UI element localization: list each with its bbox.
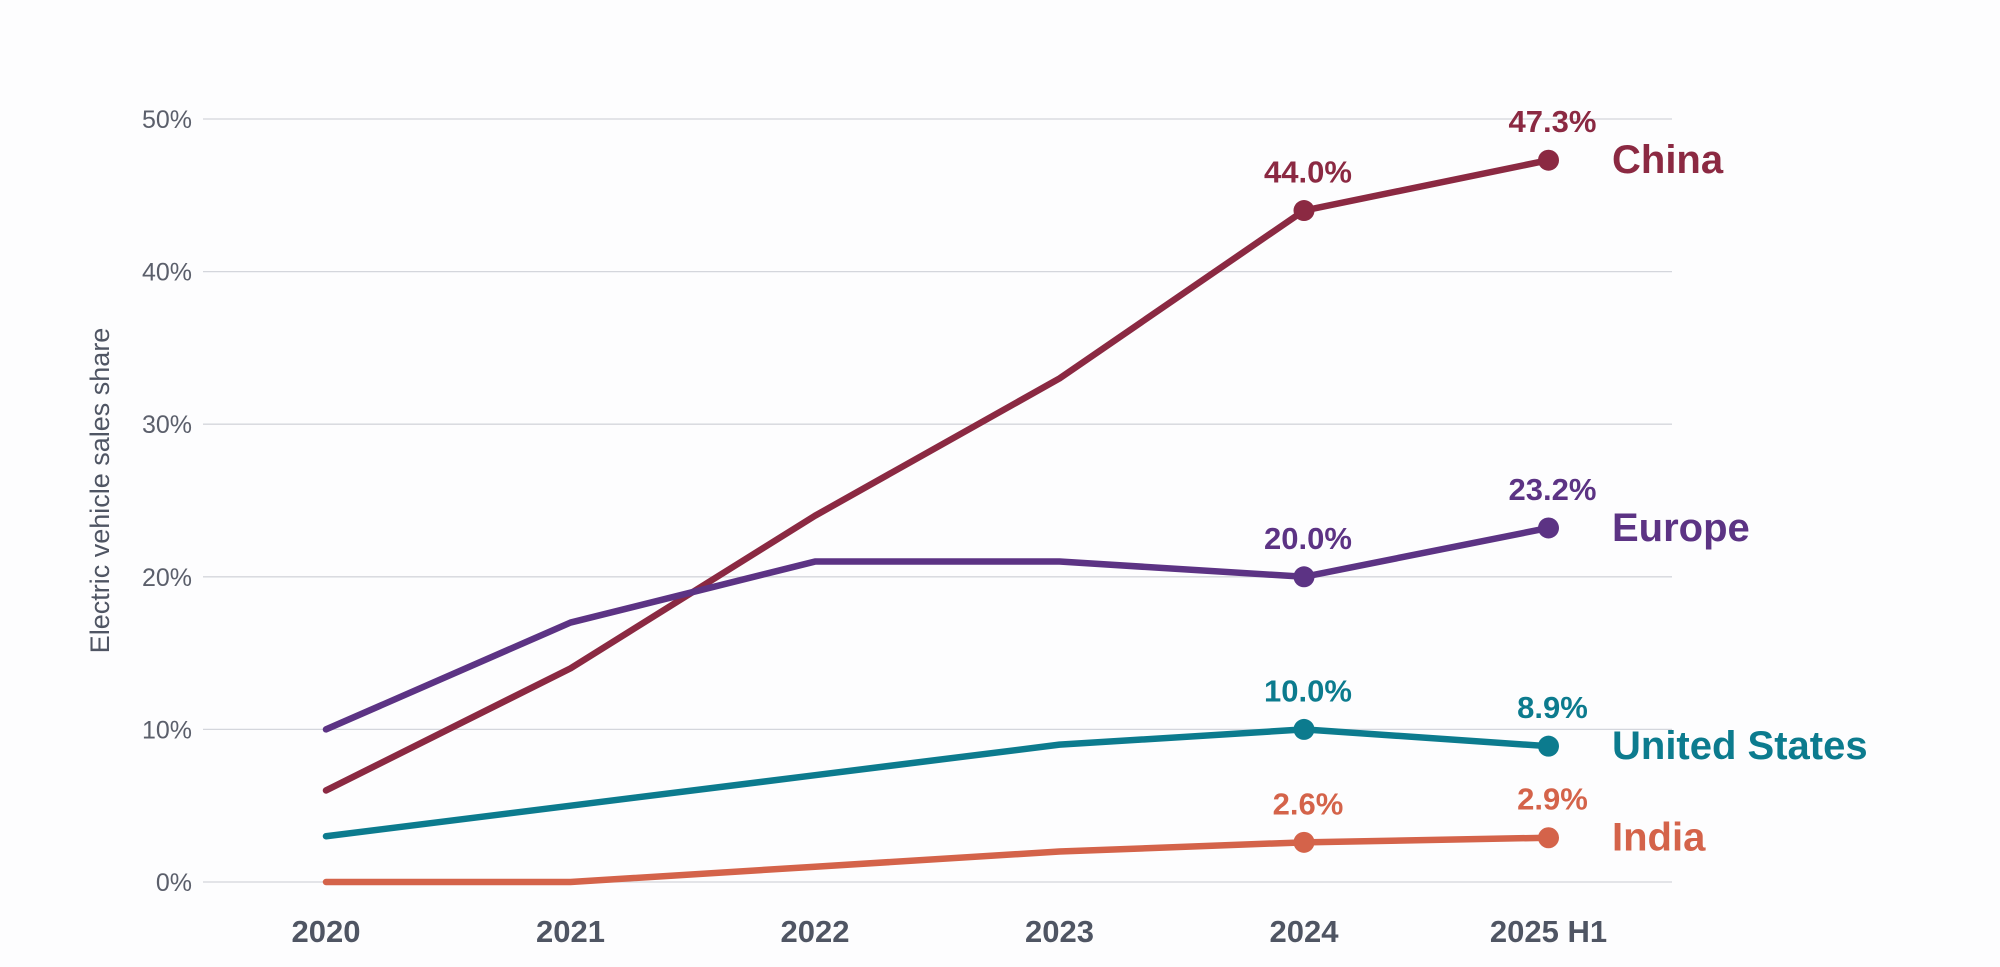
y-tick-label: 20%	[142, 564, 192, 592]
x-tick-label: 2024	[1270, 914, 1340, 949]
series-name-europe: Europe	[1612, 506, 1750, 550]
data-point-united-states	[1538, 735, 1559, 757]
data-point-india	[1293, 831, 1315, 853]
y-axis-ticks: 0% 10% 20% 30% 40% 50%	[142, 106, 192, 897]
y-axis-label: Electric vehicle sales share	[85, 328, 115, 654]
data-labels: 44.0% 47.3% China 20.0% 23.2% Europe 10.0% 8.9%…	[1264, 104, 1868, 860]
data-point-india	[1538, 827, 1559, 849]
series-name-united-states: United States	[1612, 724, 1868, 768]
series-lines	[322, 149, 1559, 886]
data-label-china: 47.3%	[1509, 104, 1597, 139]
data-label-europe: 20.0%	[1264, 521, 1352, 556]
data-point-china	[1293, 200, 1315, 222]
data-label-china: 44.0%	[1264, 155, 1352, 190]
data-point-europe	[1538, 517, 1559, 539]
series-line-united-states	[322, 726, 1552, 840]
data-point-europe	[1293, 566, 1315, 588]
y-tick-label: 10%	[142, 716, 192, 744]
x-tick-label: 2023	[1025, 914, 1094, 949]
data-label-europe: 23.2%	[1509, 472, 1597, 507]
data-label-united-states: 8.9%	[1517, 690, 1588, 725]
data-label-india: 2.6%	[1273, 786, 1344, 821]
x-axis-ticks: 2020 2021 2022 2023 2024 2025 H1	[292, 914, 1608, 949]
data-label-united-states: 10.0%	[1264, 673, 1352, 708]
series-name-india: India	[1612, 816, 1706, 860]
series-line-europe	[322, 524, 1552, 733]
x-tick-label: 2021	[536, 914, 605, 949]
x-tick-label: 2020	[292, 914, 361, 949]
data-label-india: 2.9%	[1517, 782, 1588, 817]
x-tick-label: 2022	[781, 914, 850, 949]
series-line-china	[322, 156, 1552, 794]
y-tick-label: 40%	[142, 259, 192, 287]
y-tick-label: 0%	[156, 869, 192, 897]
data-point-china	[1538, 149, 1559, 171]
series-name-china: China	[1612, 138, 1724, 182]
y-tick-label: 50%	[142, 106, 192, 134]
gridlines	[203, 118, 1672, 883]
x-tick-label: 2025 H1	[1490, 914, 1607, 949]
series-line-india	[322, 834, 1552, 886]
data-point-united-states	[1293, 718, 1315, 740]
y-tick-label: 30%	[142, 411, 192, 439]
